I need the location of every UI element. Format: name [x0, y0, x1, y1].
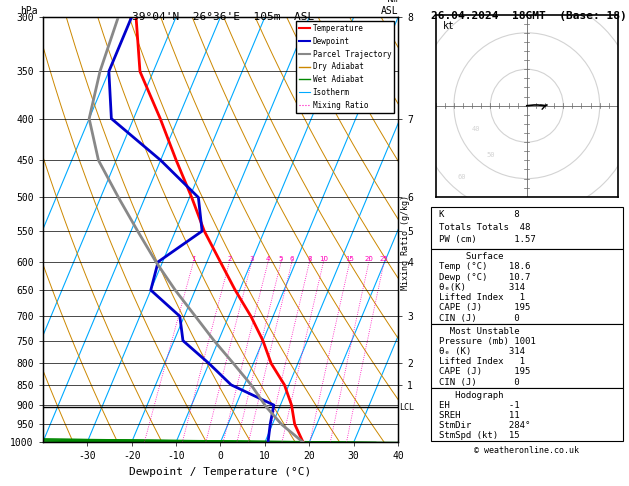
Text: θₑ (K)       314: θₑ (K) 314 [438, 347, 525, 356]
Text: Pressure (mb) 1001: Pressure (mb) 1001 [438, 337, 535, 346]
Bar [431, 207, 623, 249]
Text: Most Unstable: Most Unstable [438, 327, 519, 336]
Text: PW (cm)       1.57: PW (cm) 1.57 [438, 235, 535, 244]
X-axis label: Dewpoint / Temperature (°C): Dewpoint / Temperature (°C) [130, 467, 311, 477]
Text: 6: 6 [290, 256, 294, 262]
Text: 15: 15 [345, 256, 354, 262]
Legend: Temperature, Dewpoint, Parcel Trajectory, Dry Adiabat, Wet Adiabat, Isotherm, Mi: Temperature, Dewpoint, Parcel Trajectory… [296, 21, 394, 113]
Text: © weatheronline.co.uk: © weatheronline.co.uk [474, 446, 579, 454]
Text: kt: kt [443, 21, 455, 31]
Text: 3: 3 [250, 256, 254, 262]
Text: 26.04.2024  18GMT  (Base: 18): 26.04.2024 18GMT (Base: 18) [431, 11, 626, 21]
Text: CAPE (J)      195: CAPE (J) 195 [438, 367, 530, 377]
Text: 39°04'N  26°36'E  105m  ASL: 39°04'N 26°36'E 105m ASL [132, 12, 314, 22]
Bar [431, 324, 623, 387]
Text: Dewp (°C)    10.7: Dewp (°C) 10.7 [438, 273, 530, 281]
Text: StmSpd (kt)  15: StmSpd (kt) 15 [438, 431, 519, 440]
Text: EH           -1: EH -1 [438, 401, 519, 410]
Text: Hodograph: Hodograph [438, 391, 503, 400]
Text: 50: 50 [487, 152, 495, 158]
Bar [431, 387, 623, 441]
Text: 10: 10 [319, 256, 328, 262]
Text: CAPE (J)      195: CAPE (J) 195 [438, 303, 530, 312]
Text: CIN (J)       0: CIN (J) 0 [438, 378, 519, 386]
Bar [431, 249, 623, 324]
Text: 8: 8 [308, 256, 312, 262]
Text: θₑ(K)        314: θₑ(K) 314 [438, 283, 525, 292]
Text: 60: 60 [457, 174, 466, 180]
Text: LCL: LCL [399, 402, 414, 412]
Text: 20: 20 [364, 256, 374, 262]
Text: StmDir       284°: StmDir 284° [438, 421, 530, 430]
Text: SREH         11: SREH 11 [438, 411, 519, 420]
Text: Surface: Surface [438, 252, 503, 261]
Text: CIN (J)       0: CIN (J) 0 [438, 313, 519, 323]
Text: 5: 5 [279, 256, 283, 262]
Text: 1: 1 [191, 256, 196, 262]
Text: km
ASL: km ASL [381, 0, 398, 16]
Text: 40: 40 [472, 126, 481, 132]
Text: Lifted Index   1: Lifted Index 1 [438, 357, 525, 366]
Text: 25: 25 [380, 256, 389, 262]
Text: Temp (°C)    18.6: Temp (°C) 18.6 [438, 262, 530, 271]
Text: Mixing Ratio (g/kg): Mixing Ratio (g/kg) [401, 195, 410, 291]
Text: Totals Totals  48: Totals Totals 48 [438, 223, 530, 232]
Text: hPa: hPa [19, 6, 37, 16]
Text: 4: 4 [266, 256, 270, 262]
Text: Lifted Index   1: Lifted Index 1 [438, 293, 525, 302]
Text: K             8: K 8 [438, 210, 519, 219]
Text: 2: 2 [227, 256, 231, 262]
